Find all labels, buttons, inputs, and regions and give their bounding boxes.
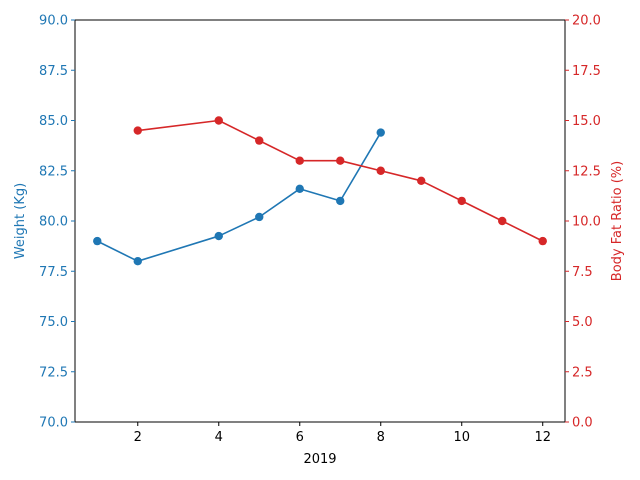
y-right-tick-label: 20.0 <box>572 14 601 29</box>
data-point-left <box>336 196 345 206</box>
data-point-right <box>417 176 426 185</box>
y-right-tick-label: 2.5 <box>572 365 593 380</box>
data-point-right <box>457 196 466 206</box>
x-tick-label: 6 <box>296 430 304 445</box>
data-point-left <box>133 257 142 266</box>
y-left-tick-label: 72.5 <box>39 365 68 380</box>
data-point-right <box>538 236 547 246</box>
data-point-left <box>214 231 223 241</box>
y-left-tick-label: 80.0 <box>39 215 68 230</box>
y-left-axis-title: Weight (Kg) <box>13 183 28 259</box>
plot-layer <box>93 116 547 266</box>
y-right-tick-label: 10.0 <box>572 215 601 230</box>
x-tick-label: 2 <box>134 430 142 445</box>
series-line-left <box>96 131 382 263</box>
y-right-tick-label: 5.0 <box>572 315 593 330</box>
x-tick-label: 12 <box>534 430 551 445</box>
x-tick-label: 4 <box>215 430 223 445</box>
y-right-tick-label: 7.5 <box>572 265 593 280</box>
data-point-right <box>255 136 264 145</box>
data-point-right <box>498 216 507 226</box>
data-point-right <box>214 116 223 125</box>
data-point-left <box>255 212 264 222</box>
data-point-left <box>295 184 304 194</box>
y-right-tick-label: 15.0 <box>572 114 601 129</box>
y-right-tick-label: 17.5 <box>572 64 601 79</box>
data-point-right <box>295 156 304 165</box>
y-right-tick-label: 12.5 <box>572 164 601 179</box>
data-point-left <box>376 128 385 137</box>
data-point-right <box>376 166 385 175</box>
y-left-tick-label: 77.5 <box>39 265 68 280</box>
x-tick-label: 10 <box>453 430 470 445</box>
data-point-right <box>336 156 345 165</box>
y-left-tick-label: 85.0 <box>39 114 68 129</box>
data-point-right <box>133 126 142 135</box>
y-right-axis-title: Body Fat Ratio (%) <box>610 161 625 281</box>
y-left-tick-label: 82.5 <box>39 164 68 179</box>
y-left-tick-label: 90.0 <box>39 14 68 29</box>
x-tick-label: 8 <box>377 430 385 445</box>
series-line-right <box>136 119 544 242</box>
y-left-tick-label: 70.0 <box>39 416 68 431</box>
y-left-tick-label: 87.5 <box>39 64 68 79</box>
x-axis-title: 2019 <box>303 452 336 467</box>
axes-layer: 2 4 6 8 10 12 70.0 72.5 75.0 77.5 80.0 82.5 85.0 87.5… <box>13 14 625 468</box>
data-point-left <box>93 236 102 246</box>
y-right-tick-label: 0.0 <box>572 416 593 431</box>
y-left-tick-label: 75.0 <box>39 315 68 330</box>
